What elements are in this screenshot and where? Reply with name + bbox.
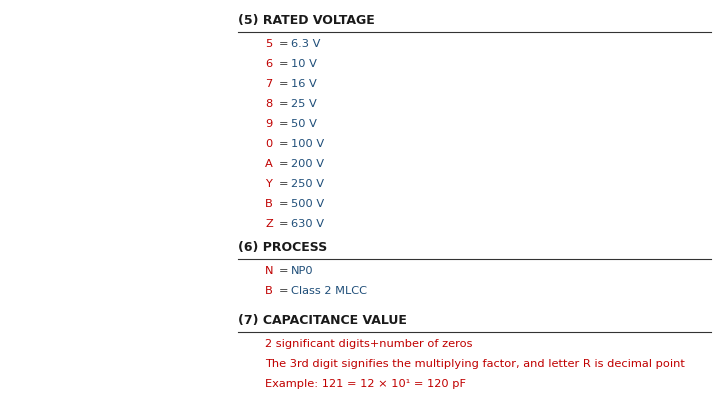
Text: The 3rd digit signifies the multiplying factor, and letter R is decimal point: The 3rd digit signifies the multiplying … <box>265 359 685 369</box>
Text: =: = <box>279 219 288 229</box>
Text: =: = <box>279 39 288 49</box>
Text: Z: Z <box>265 219 273 229</box>
Text: B: B <box>265 199 273 209</box>
Text: (7) CAPACITANCE VALUE: (7) CAPACITANCE VALUE <box>238 314 407 327</box>
Text: 16 V: 16 V <box>291 79 317 89</box>
Text: 6.3 V: 6.3 V <box>291 39 321 49</box>
Text: 0: 0 <box>265 139 273 149</box>
Text: 100 V: 100 V <box>291 139 324 149</box>
Text: =: = <box>279 179 288 189</box>
Text: 250 V: 250 V <box>291 179 324 189</box>
Text: 2 significant digits+number of zeros: 2 significant digits+number of zeros <box>265 339 472 349</box>
Text: A: A <box>265 159 273 169</box>
Text: Class 2 MLCC: Class 2 MLCC <box>291 286 367 296</box>
Text: 6: 6 <box>265 59 272 69</box>
Text: (6) PROCESS: (6) PROCESS <box>238 241 327 254</box>
Text: 9: 9 <box>265 119 273 129</box>
Text: =: = <box>279 199 288 209</box>
Text: Example: 121 = 12 × 10¹ = 120 pF: Example: 121 = 12 × 10¹ = 120 pF <box>265 379 466 389</box>
Text: 50 V: 50 V <box>291 119 317 129</box>
Text: 200 V: 200 V <box>291 159 324 169</box>
Text: =: = <box>279 119 288 129</box>
Text: 500 V: 500 V <box>291 199 324 209</box>
Text: =: = <box>279 79 288 89</box>
Text: B: B <box>265 286 273 296</box>
Text: N: N <box>265 266 273 276</box>
Text: =: = <box>279 286 288 296</box>
Text: =: = <box>279 139 288 149</box>
Text: 10 V: 10 V <box>291 59 317 69</box>
Text: =: = <box>279 99 288 109</box>
Text: 7: 7 <box>265 79 273 89</box>
Text: 8: 8 <box>265 99 273 109</box>
Text: (5) RATED VOLTAGE: (5) RATED VOLTAGE <box>238 14 375 27</box>
Text: =: = <box>279 59 288 69</box>
Text: 630 V: 630 V <box>291 219 324 229</box>
Text: =: = <box>279 159 288 169</box>
Text: 5: 5 <box>265 39 273 49</box>
Text: NP0: NP0 <box>291 266 313 276</box>
Text: =: = <box>279 266 288 276</box>
Text: Y: Y <box>265 179 272 189</box>
Text: 25 V: 25 V <box>291 99 317 109</box>
